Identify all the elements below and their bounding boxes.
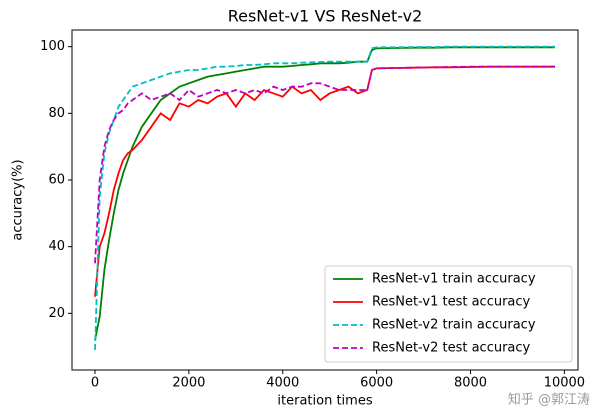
- legend-label: ResNet-v2 train accuracy: [372, 318, 536, 333]
- legend-label: ResNet-v1 train accuracy: [372, 272, 536, 287]
- y-tick-label: 40: [48, 239, 65, 254]
- y-tick-label: 80: [48, 106, 65, 121]
- y-tick-label: 100: [40, 39, 65, 54]
- series-line: [94, 46, 555, 341]
- x-tick-label: 2000: [172, 376, 205, 391]
- y-tick-label: 60: [48, 173, 65, 188]
- series-line: [94, 65, 555, 297]
- series-line: [94, 65, 555, 264]
- legend-label: ResNet-v2 test accuracy: [372, 341, 531, 356]
- chart-title: ResNet-v1 VS ResNet-v2: [228, 7, 423, 26]
- y-tick-label: 20: [48, 306, 65, 321]
- plot-frame: [71, 29, 579, 371]
- legend-box: [324, 265, 573, 363]
- y-axis-label: accuracy(%): [11, 159, 26, 240]
- watermark: 知乎 @郭江涛: [508, 392, 590, 408]
- series-line: [94, 45, 555, 351]
- x-tick-label: 0: [91, 376, 99, 391]
- x-tick-label: 4000: [266, 376, 299, 391]
- x-tick-label: 6000: [360, 376, 393, 391]
- x-tick-label: 10000: [544, 376, 585, 391]
- x-axis-label: iteration times: [277, 394, 372, 409]
- legend-label: ResNet-v1 test accuracy: [372, 295, 531, 310]
- x-tick-label: 8000: [454, 376, 487, 391]
